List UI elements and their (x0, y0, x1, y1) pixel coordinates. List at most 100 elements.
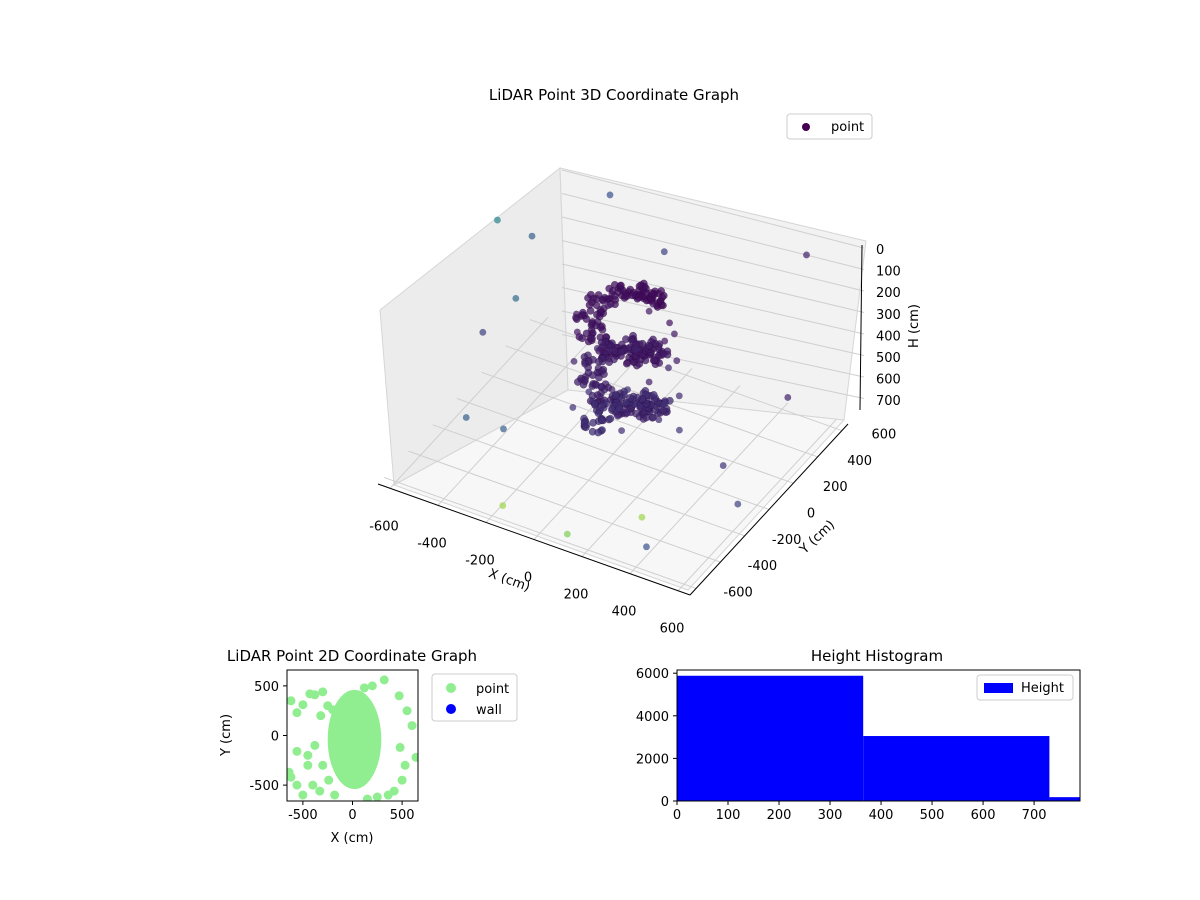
z-tick-label-3d: 100 (876, 265, 901, 280)
data-point-2d (328, 705, 338, 715)
data-point-2d (292, 746, 302, 756)
data-point-2d (303, 760, 313, 770)
z-axis-label-3d: H (cm) (907, 304, 922, 348)
legend-marker-point-2d (446, 683, 456, 693)
data-point-3d (673, 357, 681, 365)
data-point-2d (292, 708, 302, 718)
data-point-3d (606, 191, 614, 199)
data-point-2d (333, 760, 343, 770)
data-point-2d (318, 687, 328, 697)
data-point-3d (586, 306, 595, 315)
data-point-3d (570, 357, 578, 365)
data-point-2d (359, 683, 369, 693)
data-point-2d (287, 696, 296, 706)
z-tick-label-3d: 300 (876, 308, 901, 323)
data-point-3d (563, 530, 571, 538)
z-tick-label-3d: 0 (876, 243, 884, 258)
data-point-3d (588, 334, 596, 343)
data-point-3d (573, 310, 580, 318)
x-tick-label-3d: -400 (417, 536, 447, 551)
data-point-3d (578, 334, 587, 343)
legend-marker-wall-2d (446, 704, 456, 714)
data-point-3d (589, 418, 597, 427)
x-tick-label-2d: 500 (390, 808, 415, 823)
y-tick-label-hist: 6000 (636, 667, 669, 682)
data-point-3d (608, 386, 616, 393)
grid-line (561, 169, 865, 249)
data-point-2d (324, 775, 334, 785)
grid-line (561, 240, 865, 313)
data-point-3d (608, 404, 616, 413)
data-point-2d (362, 794, 372, 801)
x-tick-label-2d: 0 (348, 808, 356, 823)
scatter-2d-plot: LiDAR Point 2D Coordinate Graph -500 0 500… (219, 647, 518, 846)
x-axis-label-2d: X (cm) (331, 831, 374, 846)
x-tick-label-hist: 200 (767, 808, 792, 823)
legend-3d: point (786, 113, 873, 140)
data-point-3d (675, 426, 683, 434)
data-point-3d (577, 376, 585, 384)
data-point-3d (569, 404, 577, 411)
x-tick-label-3d: 400 (612, 605, 637, 620)
data-point-2d (298, 790, 308, 800)
data-point-3d (645, 307, 653, 315)
data-point-2d (400, 760, 410, 770)
x-axis-line (377, 483, 691, 596)
data-point-3d (594, 428, 602, 437)
z-axis-line (859, 244, 863, 411)
legend-label-point: point (831, 120, 864, 135)
grid-line (561, 263, 865, 335)
z-tick-label-3d: 700 (876, 394, 901, 409)
histogram-bar (677, 675, 864, 801)
y-tick-label-3d: 400 (847, 454, 872, 469)
y-axis-label-2d: Y (cm) (219, 714, 234, 757)
legend-label-wall-2d: wall (476, 703, 502, 718)
x-tick-label-3d: 200 (564, 588, 589, 603)
chart-title-hist: Height Histogram (811, 647, 943, 665)
points-3d (462, 191, 810, 551)
data-point-3d (512, 295, 520, 302)
x-tick-label-3d: 600 (660, 622, 685, 637)
grid-line (561, 310, 865, 378)
grid-line (481, 371, 794, 484)
histogram-bar (1049, 797, 1080, 801)
data-point-2d (310, 740, 320, 750)
tick-labels-hist: 0 100 200 300 400 500 600 700 0 2000 4000 6000 (636, 667, 1047, 823)
data-point-3d (593, 310, 601, 319)
data-point-2d (402, 706, 412, 716)
tick-labels-3d: -600-400-2000200400600-600-400-200020040… (369, 243, 901, 637)
data-point-2d (383, 790, 393, 800)
y-tick-label-3d: -200 (772, 533, 802, 548)
data-point-3d (660, 248, 668, 256)
data-point-2d (407, 721, 417, 731)
data-point-3d (479, 328, 487, 336)
x-tick-label-hist: 600 (971, 808, 996, 823)
data-point-3d (597, 416, 606, 425)
data-point-3d (573, 328, 581, 336)
y-tick-label-hist: 0 (661, 795, 669, 810)
y-tick-label-3d: 600 (872, 428, 897, 443)
data-point-2d (411, 752, 418, 762)
data-point-3d (590, 400, 599, 408)
data-point-3d (645, 378, 653, 386)
data-point-2d (303, 750, 313, 760)
legend-label-point-2d: point (476, 682, 509, 697)
data-point-3d (500, 425, 507, 433)
data-point-3d (638, 513, 646, 521)
data-point-3d (598, 347, 606, 355)
data-point-3d (661, 337, 669, 345)
data-point-2d (310, 690, 320, 700)
legend-box-hist (976, 674, 1074, 701)
data-point-2d (397, 775, 407, 785)
axes-frame-hist (676, 669, 1081, 802)
data-point-3d (632, 346, 640, 353)
x-tick-label-3d: -600 (369, 519, 399, 534)
data-point-3d (666, 319, 673, 327)
data-point-3d (499, 502, 507, 509)
data-point-2d (308, 780, 318, 790)
data-point-3d (617, 348, 626, 356)
data-point-3d (635, 282, 644, 290)
y-axis-line (689, 423, 849, 596)
y-tick-label-2d: 500 (254, 680, 279, 695)
